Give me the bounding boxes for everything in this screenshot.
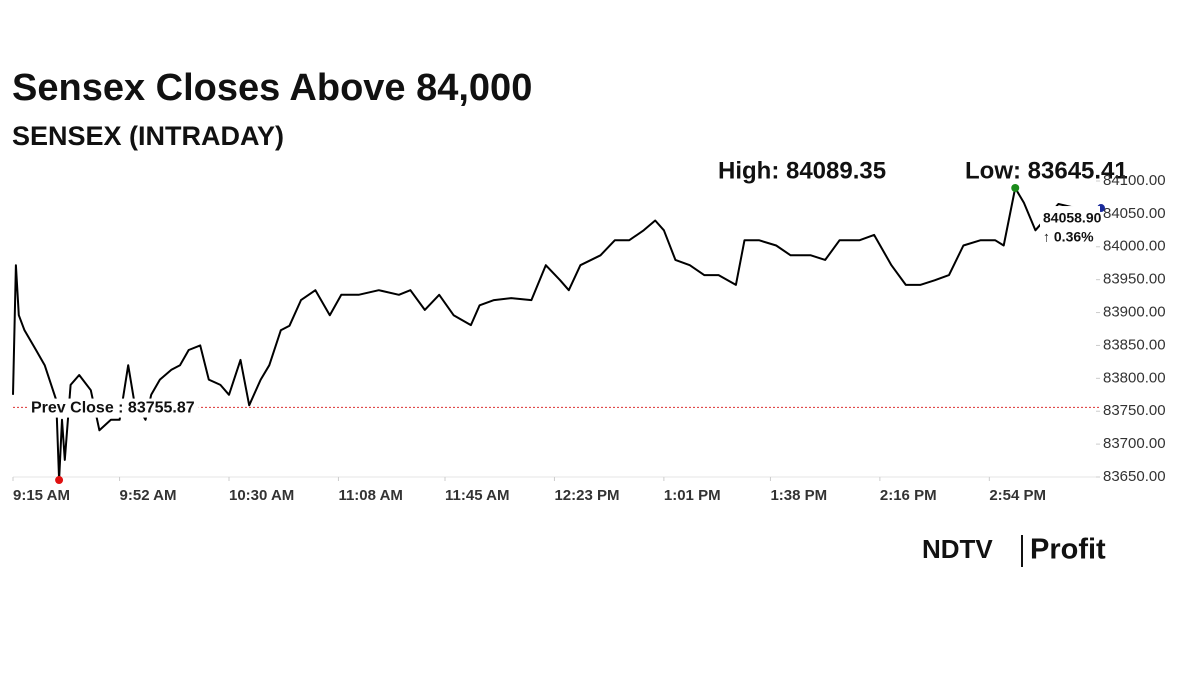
- x-tick-label: 12:23 PM: [554, 487, 619, 504]
- x-tick-label: 11:45 AM: [445, 487, 509, 504]
- prev-close-label: Prev Close : 83755.87: [31, 400, 195, 417]
- last-value-label: 84058.90: [1043, 210, 1102, 226]
- chart-title: Sensex Closes Above 84,000: [12, 67, 532, 109]
- y-tick-label: 83850.00: [1103, 336, 1166, 353]
- y-tick-label: 83950.00: [1103, 271, 1166, 288]
- low-label: Low: 83645.41: [965, 157, 1128, 184]
- y-tick-label: 83800.00: [1103, 369, 1166, 386]
- x-tick-label: 1:01 PM: [664, 487, 721, 504]
- logo-ndtv: NDTV: [922, 534, 993, 564]
- price-line: [12, 187, 1076, 481]
- y-tick-label: 83650.00: [1103, 468, 1166, 485]
- x-tick-label: 10:30 AM: [229, 487, 294, 504]
- high-label: High: 84089.35: [718, 157, 886, 184]
- y-tick-label: 83900.00: [1103, 304, 1166, 321]
- y-tick-label: 84050.00: [1103, 205, 1166, 222]
- x-tick-label: 11:08 AM: [338, 487, 402, 504]
- x-tick-label: 2:16 PM: [880, 487, 937, 504]
- x-tick-label: 9:52 AM: [120, 487, 177, 504]
- low-marker: [55, 476, 64, 485]
- plot-area: 83650.00 83700.00 83750.00 83800.00 83850.00…: [12, 172, 1166, 504]
- x-tick-label: 1:38 PM: [770, 487, 827, 504]
- y-tick-label: 83750.00: [1103, 402, 1166, 419]
- x-tick-label: 2:54 PM: [989, 487, 1046, 504]
- high-marker: [1011, 184, 1020, 193]
- last-label-bg: [1040, 206, 1100, 247]
- chart-subtitle: SENSEX (INTRADAY): [12, 121, 284, 151]
- y-tick-label: 84000.00: [1103, 238, 1166, 255]
- prev-close-label-bg: [27, 398, 199, 418]
- y-tick-label: 84100.00: [1103, 172, 1166, 189]
- y-tick-label: 83700.00: [1103, 435, 1166, 452]
- x-tick-label: 9:15 AM: [13, 487, 70, 504]
- change-label: ↑ 0.36%: [1043, 229, 1094, 245]
- logo-profit: Profit: [1030, 534, 1106, 566]
